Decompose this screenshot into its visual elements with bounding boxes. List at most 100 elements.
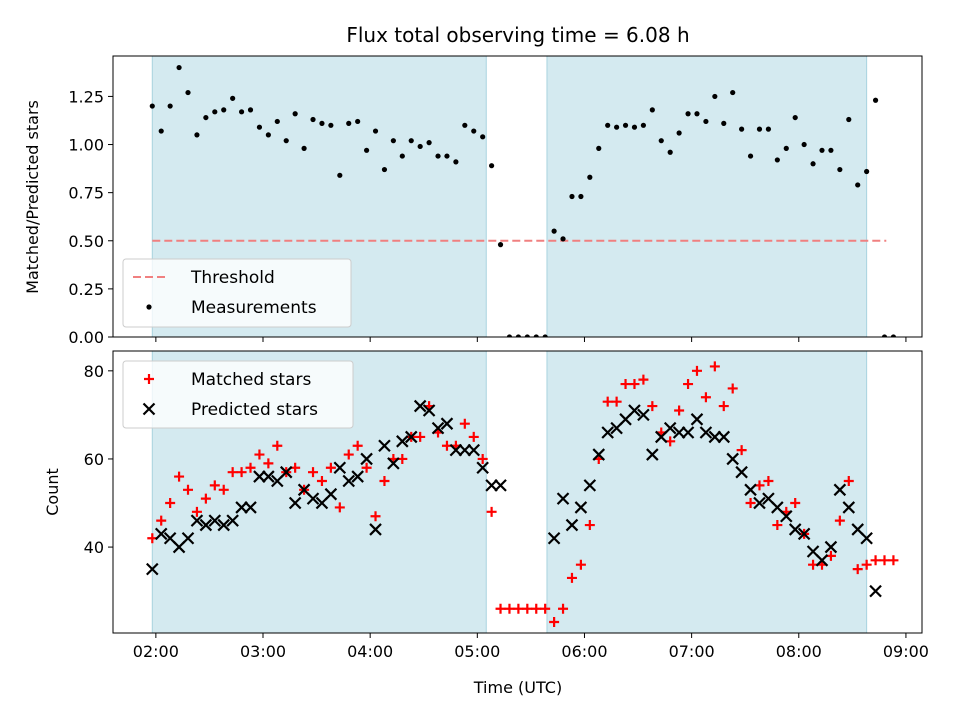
measurement-point <box>846 116 852 123</box>
predicted-star-point <box>708 430 722 444</box>
predicted-star-point <box>788 523 802 536</box>
measurement-point <box>739 126 745 132</box>
x-tick-label: 03:00 <box>240 642 286 661</box>
matched-star-point <box>620 379 631 390</box>
measurement-point <box>578 193 584 200</box>
measurement-point <box>194 132 200 138</box>
matched-star-point <box>602 396 613 407</box>
predicted-star-point <box>869 584 882 598</box>
measurement-point <box>497 242 504 248</box>
measurement-point <box>533 334 539 337</box>
measurement-point <box>426 140 432 146</box>
measurement-point <box>390 138 396 144</box>
measurement-point <box>301 145 307 151</box>
matched-star-point <box>638 374 649 385</box>
measurement-point <box>212 109 218 115</box>
predicted-star-point <box>360 452 373 466</box>
predicted-star-point <box>449 443 463 457</box>
matched-star-point <box>584 520 595 531</box>
measurement-point <box>176 64 182 71</box>
legend-box <box>122 258 352 328</box>
measurement-point <box>855 182 861 188</box>
matched-star-point <box>504 603 515 614</box>
y-tick-label: 0.25 <box>68 280 104 299</box>
matched-star-point <box>236 467 247 478</box>
matched-star-point <box>513 603 524 614</box>
measurement-point <box>292 111 298 117</box>
measurement-point <box>560 236 566 242</box>
matched-star-point <box>200 493 211 504</box>
measurement-point <box>355 118 361 125</box>
matched-star-point <box>843 475 854 486</box>
plot-frame <box>112 55 923 338</box>
measurement-point <box>569 193 575 200</box>
predicted-star-point <box>199 518 213 532</box>
predicted-star-point <box>342 474 356 488</box>
measurement-point <box>658 138 664 144</box>
predicted-star-point <box>833 483 847 497</box>
measurement-point <box>721 120 727 126</box>
measurement-point <box>810 161 816 167</box>
predicted-star-point <box>467 443 481 457</box>
matched-star-point <box>308 467 319 478</box>
x-tick-label: 04:00 <box>347 642 393 661</box>
matched-star-point <box>674 405 685 416</box>
predicted-star-point <box>824 540 838 554</box>
matched-star-point <box>691 365 702 376</box>
measurement-point <box>524 334 530 337</box>
matched-star-point <box>370 511 381 522</box>
measurement-point <box>167 103 173 109</box>
predicted-star-point <box>628 404 641 417</box>
x-tick-label: 02:00 <box>133 642 179 661</box>
measurement-point <box>703 118 709 125</box>
predicted-star-point <box>583 479 597 492</box>
matched-star-point <box>379 475 390 486</box>
predicted-star-point <box>681 426 695 439</box>
x-axis-label: Time (UTC) <box>473 678 562 697</box>
measurement-point <box>158 128 164 134</box>
matched-star-point <box>763 475 774 486</box>
predicted-star-point <box>672 426 686 439</box>
matched-star-point <box>325 462 336 473</box>
predicted-star-point <box>476 461 489 475</box>
measurement-point <box>372 128 379 134</box>
legend-label: Threshold <box>190 268 275 288</box>
matched-star-point <box>611 396 622 407</box>
measurement-point <box>363 147 370 153</box>
measurement-point <box>765 126 772 132</box>
measurement-point <box>792 114 798 121</box>
measurement-point <box>756 126 763 132</box>
y-tick-label: 60 <box>84 450 104 469</box>
predicted-star-point <box>556 492 570 505</box>
y-tick-label: 0.50 <box>68 232 104 251</box>
matched-star-point <box>459 418 470 429</box>
matched-star-point <box>156 515 167 526</box>
matched-star-point <box>647 401 658 412</box>
legend-label: Predicted stars <box>191 400 318 420</box>
measurement-point <box>605 122 611 128</box>
measurement-point <box>614 124 620 130</box>
legend-matched-swatch <box>144 374 154 384</box>
measurement-point <box>238 109 245 115</box>
predicted-star-point <box>592 448 606 461</box>
predicted-star-point <box>815 554 829 567</box>
measurement-point <box>631 124 638 130</box>
measurement-point <box>399 153 405 159</box>
measurement-point <box>747 153 754 159</box>
predicted-star-point <box>288 496 302 510</box>
matched-star-point <box>566 572 577 583</box>
predicted-star-point <box>333 461 347 475</box>
predicted-star-point <box>396 435 409 448</box>
measurement-point <box>265 132 271 138</box>
measurement-point <box>480 134 486 140</box>
measurement-point <box>230 95 236 101</box>
matched-star-point <box>879 555 890 566</box>
matched-star-point <box>334 502 345 513</box>
matched-star-point <box>549 616 560 627</box>
y-tick-label: 1.00 <box>68 136 104 155</box>
predicted-star-point <box>306 492 320 505</box>
matched-star-point <box>790 498 801 509</box>
measurement-point <box>712 93 718 100</box>
matched-star-point <box>683 379 694 390</box>
